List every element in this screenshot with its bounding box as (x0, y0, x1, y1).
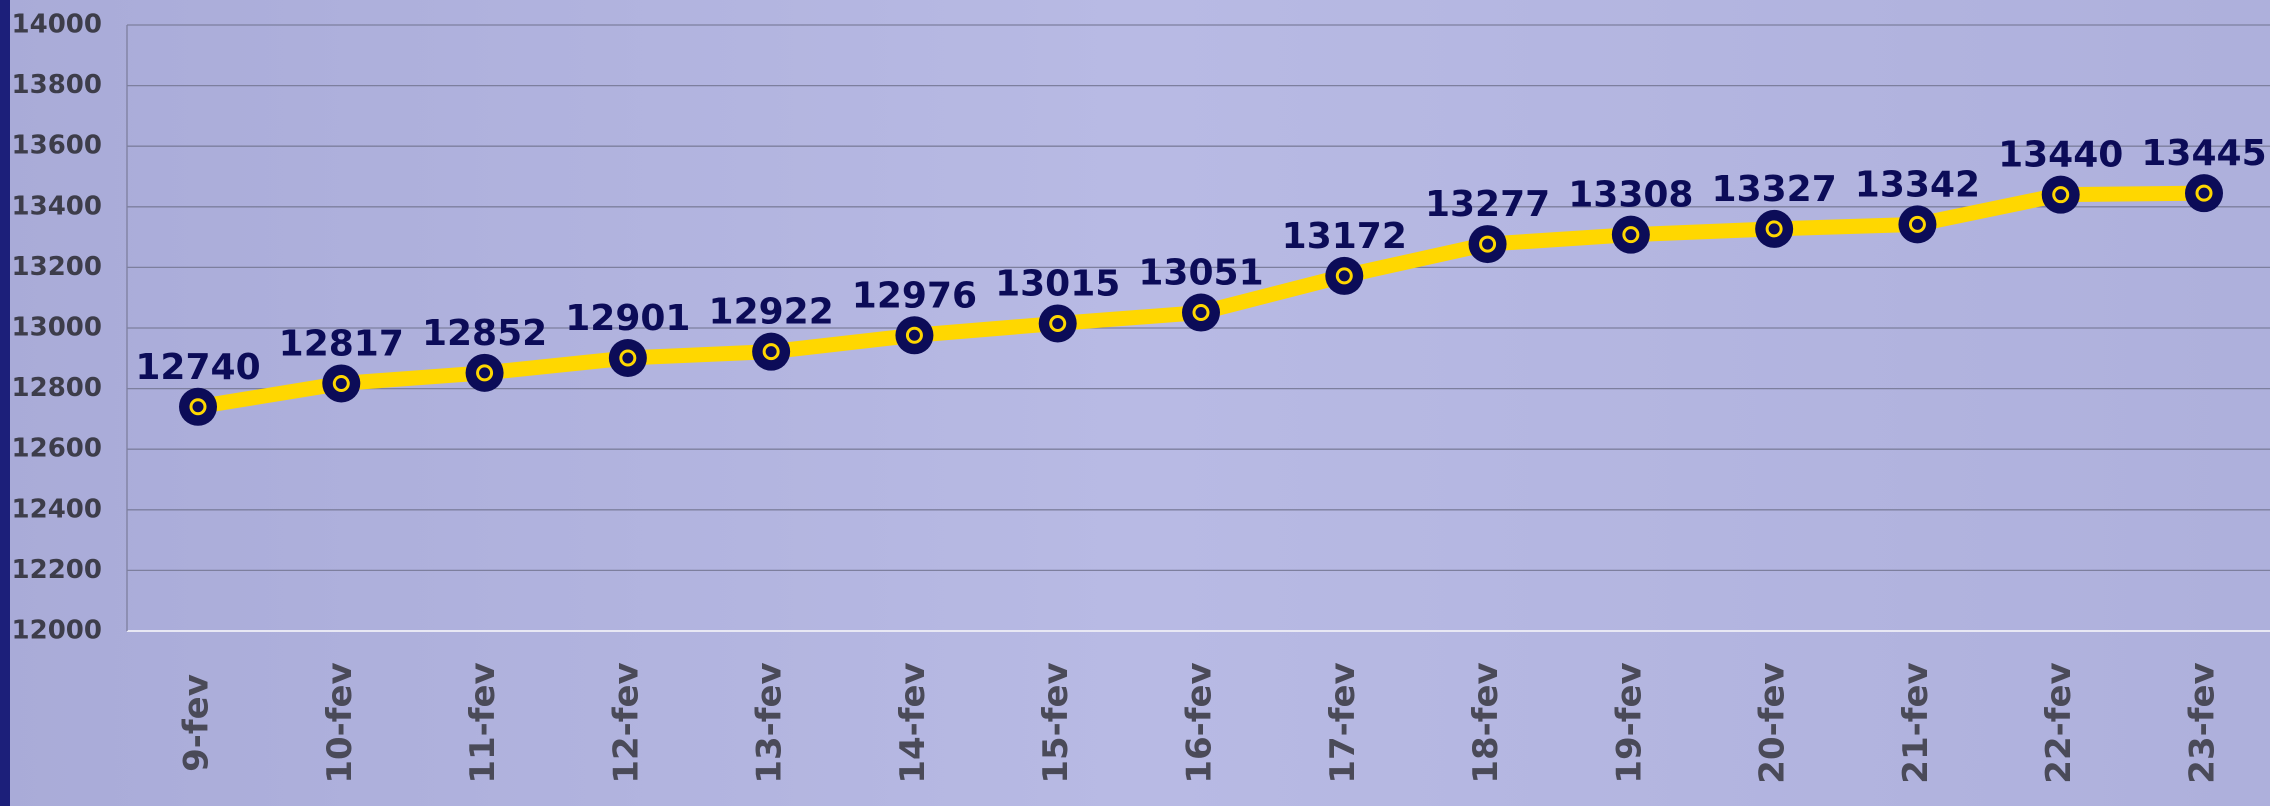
data-label: 12976 (852, 275, 977, 316)
data-label: 13342 (1855, 164, 1980, 205)
y-tick-label: 12400 (12, 494, 102, 524)
y-tick-label: 13800 (12, 70, 102, 100)
marker (2185, 174, 2223, 212)
x-tick-label: 9-fev (177, 674, 217, 772)
y-tick-label: 14000 (12, 10, 102, 40)
x-tick-label: 20-fev (1753, 662, 1793, 783)
marker (1755, 210, 1793, 248)
data-label: 12901 (565, 298, 690, 339)
data-label: 13327 (1712, 169, 1837, 210)
x-tick-label: 11-fev (463, 662, 503, 783)
marker (2042, 176, 2080, 214)
data-label: 13308 (1568, 175, 1693, 216)
marker (1898, 205, 1936, 243)
marker (1039, 304, 1077, 342)
data-label: 12922 (709, 292, 834, 333)
x-tick-label: 19-fev (1609, 662, 1649, 783)
x-tick-label: 14-fev (893, 662, 933, 783)
x-tick-label: 15-fev (1036, 662, 1076, 783)
y-tick-label: 13400 (12, 191, 102, 221)
y-tick-label: 13200 (12, 252, 102, 282)
marker (1325, 257, 1363, 295)
marker (179, 388, 217, 426)
y-tick-label: 12200 (12, 555, 102, 585)
data-label: 13277 (1425, 184, 1550, 225)
data-label: 13440 (1998, 135, 2123, 176)
x-tick-label: 12-fev (606, 662, 646, 783)
x-tick-label: 23-fev (2183, 662, 2223, 783)
y-tick-label: 12600 (12, 434, 102, 464)
x-tick-label: 17-fev (1323, 662, 1363, 783)
y-tick-label: 13000 (12, 313, 102, 343)
marker (895, 316, 933, 354)
marker (466, 354, 504, 392)
x-tick-label: 18-fev (1466, 662, 1506, 783)
x-tick-label: 22-fev (2039, 662, 2079, 783)
marker (1182, 294, 1220, 332)
data-label: 12817 (279, 323, 404, 364)
data-label: 13015 (995, 263, 1120, 304)
page: {"chart_data": {"type": "line", "categor… (0, 0, 2270, 806)
data-label: 13051 (1138, 253, 1263, 294)
marker (322, 364, 360, 402)
marker (1612, 216, 1650, 254)
marker (609, 339, 647, 377)
x-tick-label: 16-fev (1180, 662, 1220, 783)
data-label: 13445 (2141, 133, 2266, 174)
data-label: 13172 (1282, 216, 1407, 257)
y-tick-label: 13600 (12, 131, 102, 161)
x-tick-label: 21-fev (1896, 662, 1936, 783)
marker (752, 333, 790, 371)
marker (1469, 225, 1507, 263)
left-strip (0, 0, 10, 806)
data-label: 12740 (135, 347, 260, 388)
x-tick-label: 10-fev (320, 662, 360, 783)
y-tick-label: 12000 (12, 616, 102, 646)
x-tick-label: 13-fev (750, 662, 790, 783)
y-tick-label: 12800 (12, 373, 102, 403)
chart: 12000 12200 12400 12600 12800 13000 13200 13400… (0, 0, 2270, 806)
data-label: 12852 (422, 313, 547, 354)
